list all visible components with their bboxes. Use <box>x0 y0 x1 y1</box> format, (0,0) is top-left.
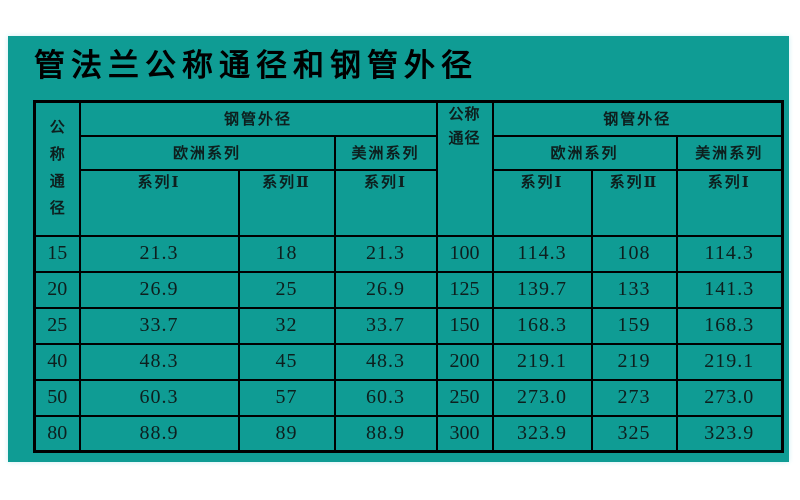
od-value-cell: 88.9 <box>333 414 438 453</box>
table-body: 15 21.3 18 21.3 100 114.3 108 114.3 20 26.9 25 26.9… <box>33 234 784 453</box>
table-row: 80 88.9 89 88.9 300 323.9 325 323.9 <box>33 414 784 453</box>
table-row: 15 21.3 18 21.3 100 114.3 108 114.3 <box>33 234 784 273</box>
table-row: 25 33.7 32 33.7 150 168.3 159 168.3 <box>33 306 784 345</box>
od-value-cell: 219.1 <box>491 342 593 381</box>
od-value-cell: 21.3 <box>333 234 438 273</box>
od-value-cell: 88.9 <box>78 414 240 453</box>
od-value-cell: 114.3 <box>491 234 593 273</box>
table-row: 40 48.3 45 48.3 200 219.1 219 219.1 <box>33 342 784 381</box>
od-value-cell: 323.9 <box>675 414 784 453</box>
header-series2-europe-right: 系列Ⅱ <box>590 168 678 237</box>
dn-value-cell: 50 <box>33 378 81 417</box>
od-value-cell: 133 <box>590 270 678 309</box>
od-value-cell: 219.1 <box>675 342 784 381</box>
od-value-cell: 48.3 <box>333 342 438 381</box>
dn-value-cell: 150 <box>435 306 494 345</box>
dn-value-cell: 250 <box>435 378 494 417</box>
header-europe-series-right: 欧洲系列 <box>491 134 678 171</box>
od-value-cell: 325 <box>590 414 678 453</box>
od-value-cell: 141.3 <box>675 270 784 309</box>
od-value-cell: 60.3 <box>333 378 438 417</box>
od-value-cell: 168.3 <box>491 306 593 345</box>
od-value-cell: 21.3 <box>78 234 240 273</box>
header-steel-pipe-od-left: 钢管外径 <box>78 100 438 137</box>
od-value-cell: 25 <box>237 270 336 309</box>
od-value-cell: 33.7 <box>333 306 438 345</box>
table-row: 20 26.9 25 26.9 125 139.7 133 141.3 <box>33 270 784 309</box>
od-value-cell: 219 <box>590 342 678 381</box>
dn-value-cell: 40 <box>33 342 81 381</box>
slide-title: 管法兰公称通径和钢管外径 <box>34 48 478 83</box>
dn-value-cell: 200 <box>435 342 494 381</box>
od-value-cell: 60.3 <box>78 378 240 417</box>
dn-value-cell: 80 <box>33 414 81 453</box>
dn-value-cell: 125 <box>435 270 494 309</box>
od-value-cell: 323.9 <box>491 414 593 453</box>
header-america-series-left: 美洲系列 <box>333 134 438 171</box>
header-nominal-diameter-right: 公称 通径 <box>435 100 494 237</box>
od-value-cell: 273 <box>590 378 678 417</box>
od-value-cell: 89 <box>237 414 336 453</box>
header-europe-series-left: 欧洲系列 <box>78 134 336 171</box>
od-value-cell: 32 <box>237 306 336 345</box>
od-value-cell: 45 <box>237 342 336 381</box>
od-value-cell: 114.3 <box>675 234 784 273</box>
dn-value-cell: 15 <box>33 234 81 273</box>
od-value-cell: 273.0 <box>491 378 593 417</box>
od-value-cell: 18 <box>237 234 336 273</box>
table-row: 50 60.3 57 60.3 250 273.0 273 273.0 <box>33 378 784 417</box>
od-value-cell: 26.9 <box>333 270 438 309</box>
header-series1-europe-right: 系列Ⅰ <box>491 168 593 237</box>
od-value-cell: 26.9 <box>78 270 240 309</box>
dn-value-cell: 300 <box>435 414 494 453</box>
od-value-cell: 48.3 <box>78 342 240 381</box>
dn-value-cell: 100 <box>435 234 494 273</box>
header-america-series-right: 美洲系列 <box>675 134 784 171</box>
od-value-cell: 33.7 <box>78 306 240 345</box>
od-value-cell: 57 <box>237 378 336 417</box>
od-value-cell: 139.7 <box>491 270 593 309</box>
header-nominal-diameter-left: 公 称 通 径 <box>33 100 81 237</box>
header-series1-america-left: 系列Ⅰ <box>333 168 438 237</box>
flange-dimension-table: 公 称 通 径 钢管外径 公称 通径 钢管外径 欧洲系列 美洲系列 欧洲系列 美… <box>33 100 784 453</box>
dn-value-cell: 25 <box>33 306 81 345</box>
od-value-cell: 108 <box>590 234 678 273</box>
header-steel-pipe-od-right: 钢管外径 <box>491 100 784 137</box>
header-series2-europe-left: 系列Ⅱ <box>237 168 336 237</box>
od-value-cell: 168.3 <box>675 306 784 345</box>
od-value-cell: 159 <box>590 306 678 345</box>
header-series1-europe-left: 系列Ⅰ <box>78 168 240 237</box>
dn-value-cell: 20 <box>33 270 81 309</box>
header-series1-america-right: 系列Ⅰ <box>675 168 784 237</box>
od-value-cell: 273.0 <box>675 378 784 417</box>
